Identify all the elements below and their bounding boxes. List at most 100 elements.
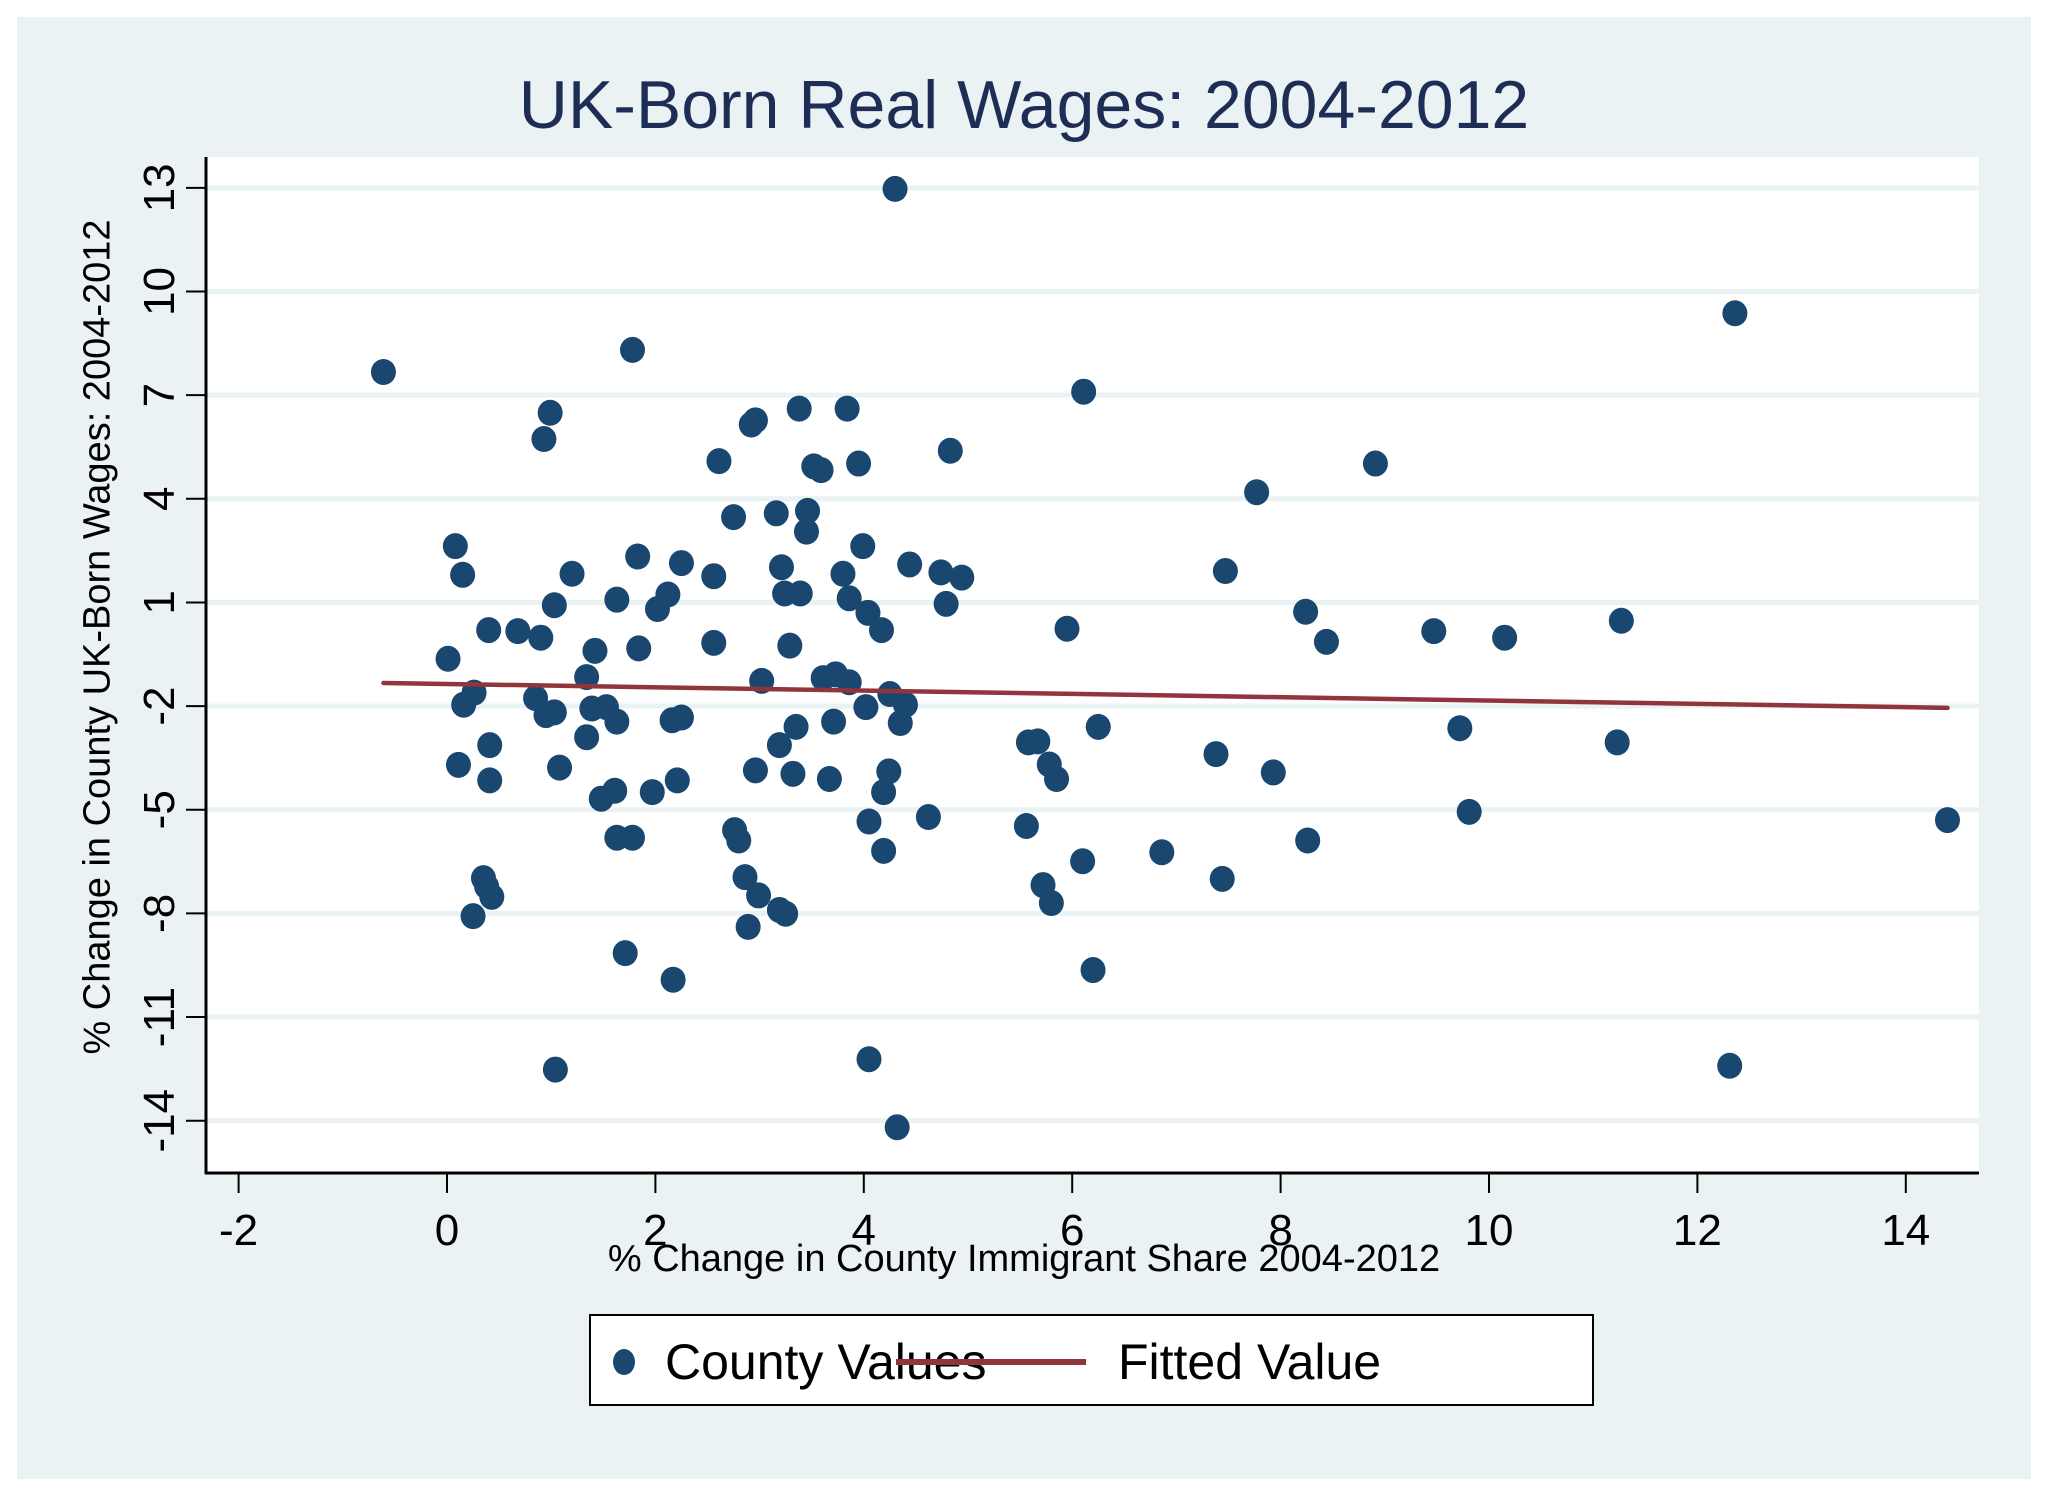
- data-point: [795, 497, 821, 524]
- data-point: [537, 399, 563, 426]
- x-tick-label: 12: [1673, 1206, 1722, 1255]
- data-point: [1608, 607, 1634, 634]
- data-point: [763, 500, 789, 527]
- data-point: [742, 757, 768, 784]
- data-point: [949, 564, 975, 591]
- data-point: [746, 882, 772, 909]
- data-point: [1013, 812, 1039, 839]
- y-tick-label: 10: [135, 267, 184, 316]
- data-point: [664, 767, 690, 794]
- data-point: [1260, 759, 1286, 786]
- data-point: [836, 585, 862, 612]
- data-point: [1717, 1052, 1743, 1079]
- data-point: [625, 543, 651, 570]
- data-point: [937, 437, 963, 464]
- x-tick-label: 0: [435, 1206, 459, 1255]
- data-point: [928, 559, 954, 586]
- legend-item-fitted-value: Fitted Value: [896, 1316, 1381, 1408]
- data-point: [777, 632, 803, 659]
- data-point: [612, 940, 638, 967]
- data-point: [787, 580, 813, 607]
- data-point: [604, 708, 630, 735]
- data-point: [882, 175, 908, 202]
- data-point: [450, 561, 476, 588]
- data-point: [1293, 598, 1319, 625]
- x-tick-label: -2: [219, 1206, 258, 1255]
- data-point: [604, 586, 630, 613]
- axes: [204, 157, 1979, 1175]
- data-point: [1149, 839, 1175, 866]
- data-point: [853, 694, 879, 721]
- x-tick-label: 4: [852, 1206, 876, 1255]
- data-point: [1447, 715, 1473, 742]
- data-point: [1054, 615, 1080, 642]
- data-point: [897, 551, 923, 578]
- data-point: [735, 913, 761, 940]
- x-axis-label: % Change in County Immigrant Share 2004-…: [607, 1238, 1441, 1280]
- y-tick-label: -5: [135, 790, 184, 829]
- data-point: [773, 900, 799, 927]
- data-point: [856, 808, 882, 835]
- line-swatch-icon: [896, 1359, 1086, 1365]
- y-tick-label: 4: [135, 487, 184, 511]
- data-point: [786, 395, 812, 422]
- data-point: [884, 1114, 910, 1141]
- data-point: [547, 754, 573, 781]
- data-point: [559, 560, 585, 587]
- data-point: [915, 804, 941, 831]
- data-point: [766, 732, 792, 759]
- data-point: [1085, 713, 1111, 740]
- data-point: [1295, 827, 1321, 854]
- x-tick-label: 10: [1465, 1206, 1514, 1255]
- data-point: [742, 407, 768, 434]
- y-axis-ticks: 13 10 7 4 1 -2 -5 -8 -11 -14: [135, 163, 206, 1152]
- data-point: [479, 883, 505, 910]
- data-point: [668, 704, 694, 731]
- data-point: [602, 777, 628, 804]
- data-point: [1362, 450, 1388, 477]
- x-tick-label: 2: [643, 1206, 667, 1255]
- data-point: [370, 359, 396, 386]
- data-point: [1080, 957, 1106, 984]
- data-point: [1203, 741, 1229, 768]
- data-point: [856, 1046, 882, 1073]
- data-point: [816, 766, 842, 793]
- data-point: [626, 635, 652, 662]
- data-point: [1071, 378, 1097, 405]
- data-point: [582, 637, 608, 664]
- x-tick-label: 14: [1881, 1206, 1930, 1255]
- data-point: [1421, 618, 1447, 645]
- data-point: [869, 617, 895, 644]
- data-point: [701, 563, 727, 590]
- y-tick-label: -2: [135, 687, 184, 726]
- data-point: [850, 533, 876, 560]
- data-point: [531, 426, 557, 453]
- data-point: [619, 336, 645, 363]
- data-point: [1456, 798, 1482, 825]
- data-point: [1244, 479, 1270, 506]
- data-point: [460, 903, 486, 930]
- x-tick-label: 6: [1060, 1206, 1084, 1255]
- y-tick-label: -8: [135, 894, 184, 933]
- data-point: [871, 779, 897, 806]
- data-point: [808, 457, 834, 484]
- y-tick-label: 7: [135, 383, 184, 407]
- scatter-dot-icon: [613, 1349, 635, 1375]
- data-point: [780, 760, 806, 787]
- x-tick-label: 8: [1268, 1206, 1292, 1255]
- data-point: [619, 824, 645, 851]
- data-point: [830, 560, 856, 587]
- data-point: [1209, 865, 1235, 892]
- data-point: [821, 708, 847, 735]
- data-point: [574, 664, 600, 691]
- data-point: [639, 779, 665, 806]
- plot-area: [206, 157, 1979, 1173]
- data-point: [793, 518, 819, 545]
- data-point: [477, 767, 503, 794]
- data-point: [892, 691, 918, 718]
- data-point: [783, 713, 809, 740]
- data-point: [732, 864, 758, 891]
- y-tick-label: -14: [135, 1089, 184, 1153]
- data-point: [871, 837, 897, 864]
